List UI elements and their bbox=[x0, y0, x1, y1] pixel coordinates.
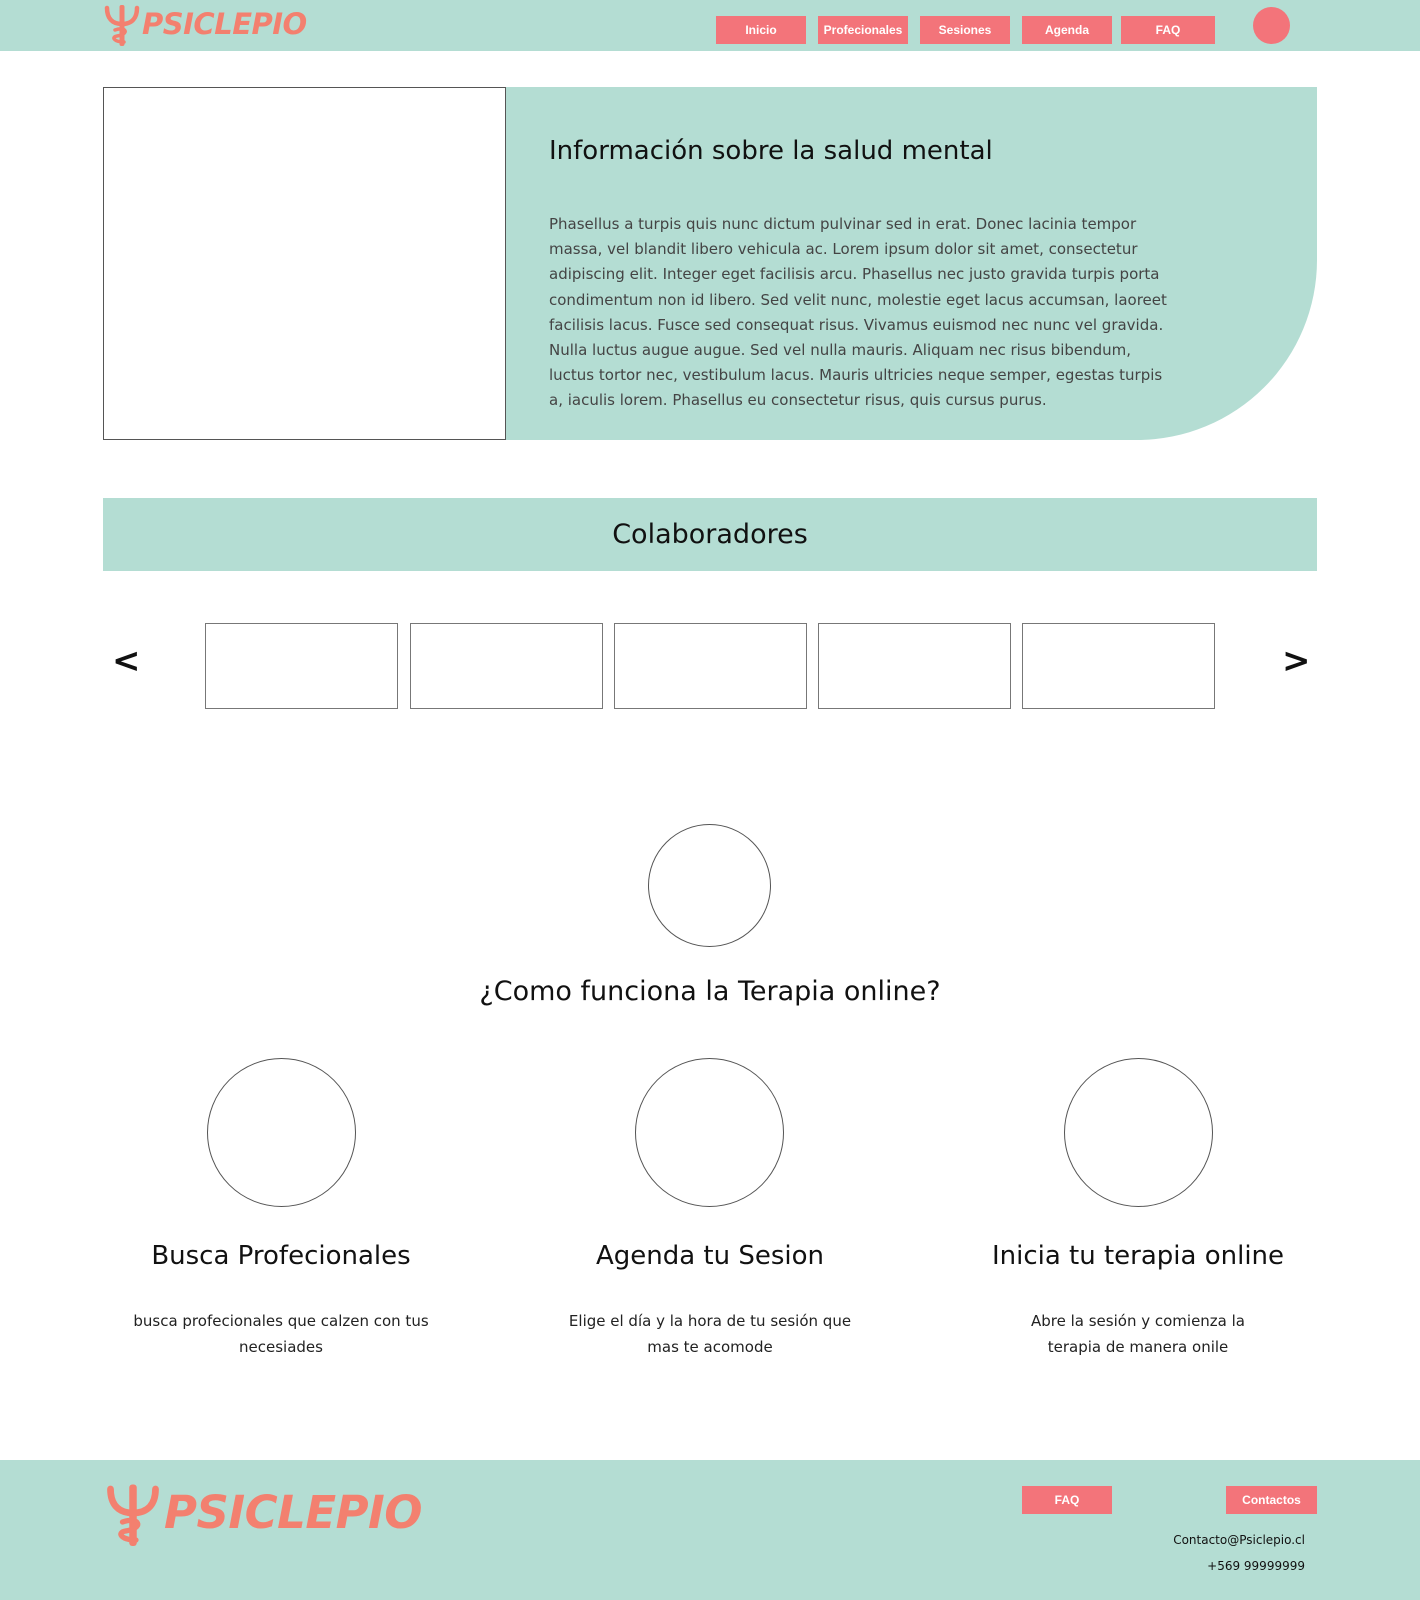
collaborator-logo-placeholder[interactable] bbox=[614, 623, 807, 709]
step-desc-search: busca profecionales que calzen con tus n… bbox=[133, 1312, 429, 1356]
user-avatar[interactable] bbox=[1253, 7, 1290, 44]
step-schedule-icon-placeholder bbox=[635, 1058, 784, 1207]
how-it-works-icon-placeholder bbox=[648, 824, 771, 947]
footer-email[interactable]: Contacto@Psiclepio.cl bbox=[1173, 1533, 1305, 1547]
hero-image-placeholder bbox=[103, 87, 506, 440]
step-desc-schedule: Elige el día y la hora de tu sesión que … bbox=[568, 1312, 852, 1356]
hero-title: Información sobre la salud mental bbox=[549, 136, 993, 166]
collaborators-title: Colaboradores bbox=[612, 519, 808, 550]
psi-caduceus-icon bbox=[107, 1484, 159, 1546]
psi-caduceus-icon bbox=[104, 5, 140, 46]
footer-logo-text: PSICLEPIO bbox=[164, 1485, 423, 1539]
carousel-prev-arrow-icon[interactable]: < bbox=[112, 641, 141, 681]
step-desc-start: Abre la sesión y comienza la terapia de … bbox=[1031, 1312, 1245, 1356]
header-logo-text: PSICLEPIO bbox=[142, 7, 307, 41]
nav-agenda-button[interactable]: Agenda bbox=[1022, 16, 1112, 44]
collaborator-logo-placeholder[interactable] bbox=[818, 623, 1011, 709]
carousel-next-arrow-icon[interactable]: > bbox=[1282, 641, 1311, 681]
nav-faq-button[interactable]: FAQ bbox=[1121, 16, 1215, 44]
collaborator-logo-placeholder[interactable] bbox=[1022, 623, 1215, 709]
nav-sesiones-button[interactable]: Sesiones bbox=[920, 16, 1010, 44]
footer-faq-button[interactable]: FAQ bbox=[1022, 1486, 1112, 1514]
collaborator-logo-placeholder[interactable] bbox=[410, 623, 603, 709]
page-footer bbox=[0, 1460, 1420, 1600]
footer-logo[interactable]: PSICLEPIO bbox=[106, 1480, 423, 1552]
header-logo[interactable]: PSICLEPIO bbox=[104, 4, 307, 48]
footer-phone[interactable]: +569 99999999 bbox=[1207, 1559, 1305, 1573]
nav-inicio-button[interactable]: Inicio bbox=[716, 16, 806, 44]
step-search-icon-placeholder bbox=[207, 1058, 356, 1207]
hero-paragraph: Phasellus a turpis quis nunc dictum pulv… bbox=[549, 215, 1167, 410]
step-title-schedule: Agenda tu Sesion bbox=[595, 1241, 825, 1271]
hero-info-panel bbox=[506, 87, 1317, 440]
footer-contacts-button[interactable]: Contactos bbox=[1226, 1486, 1317, 1514]
step-title-search: Busca Profecionales bbox=[151, 1241, 411, 1271]
collaborator-logo-placeholder[interactable] bbox=[205, 623, 398, 709]
nav-profecionales-button[interactable]: Profecionales bbox=[818, 16, 908, 44]
step-title-start: Inicia tu terapia online bbox=[991, 1241, 1285, 1271]
step-start-icon-placeholder bbox=[1064, 1058, 1213, 1207]
collaborators-header: Colaboradores bbox=[103, 498, 1317, 571]
how-it-works-title: ¿Como funciona la Terapia online? bbox=[479, 976, 941, 1007]
